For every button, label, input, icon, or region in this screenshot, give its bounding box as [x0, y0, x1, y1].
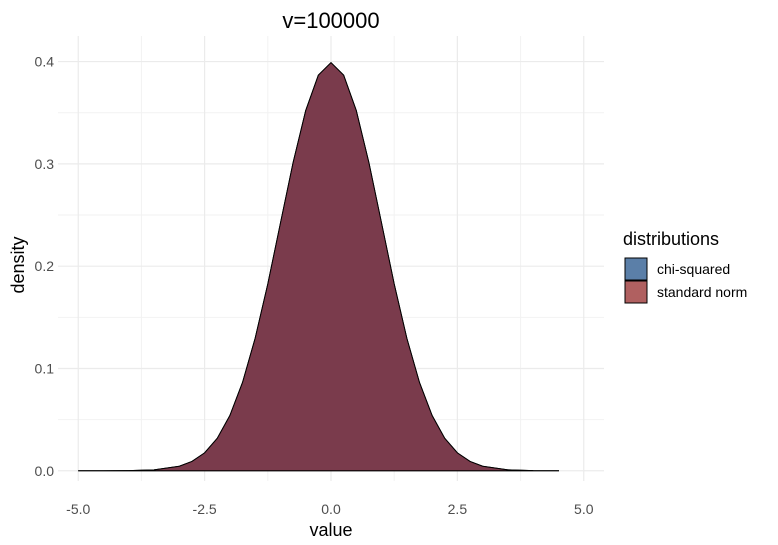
- y-tick-label: 0.1: [35, 360, 55, 376]
- x-tick-label: 2.5: [448, 501, 468, 517]
- y-tick-label: 0.2: [35, 258, 55, 274]
- density-areas: [78, 61, 559, 472]
- y-axis-ticks: 0.0 0.1 0.2 0.3 0.4: [35, 54, 55, 479]
- y-tick-label: 0.3: [35, 156, 55, 172]
- legend-label-standard-norm: standard norm: [657, 284, 747, 300]
- legend: distributions chi-squared standard norm: [623, 229, 747, 304]
- y-tick-label: 0.0: [35, 463, 55, 479]
- legend-label-chi-squared: chi-squared: [657, 261, 730, 277]
- x-tick-label: 0.0: [321, 501, 341, 517]
- x-tick-label: -5.0: [66, 501, 90, 517]
- x-axis-title: value: [309, 520, 352, 540]
- x-tick-label: 5.0: [574, 501, 594, 517]
- legend-swatch-chi-squared: [624, 257, 648, 281]
- x-tick-label: -2.5: [193, 501, 217, 517]
- legend-title: distributions: [623, 229, 719, 249]
- y-tick-label: 0.4: [35, 54, 55, 70]
- chart-title: v=100000: [282, 8, 379, 33]
- y-axis-title: density: [8, 236, 28, 293]
- x-axis-ticks: -5.0 -2.5 0.0 2.5 5.0: [66, 501, 594, 517]
- legend-swatch-standard-norm: [624, 280, 648, 304]
- density-area-standard-norm: [78, 61, 559, 472]
